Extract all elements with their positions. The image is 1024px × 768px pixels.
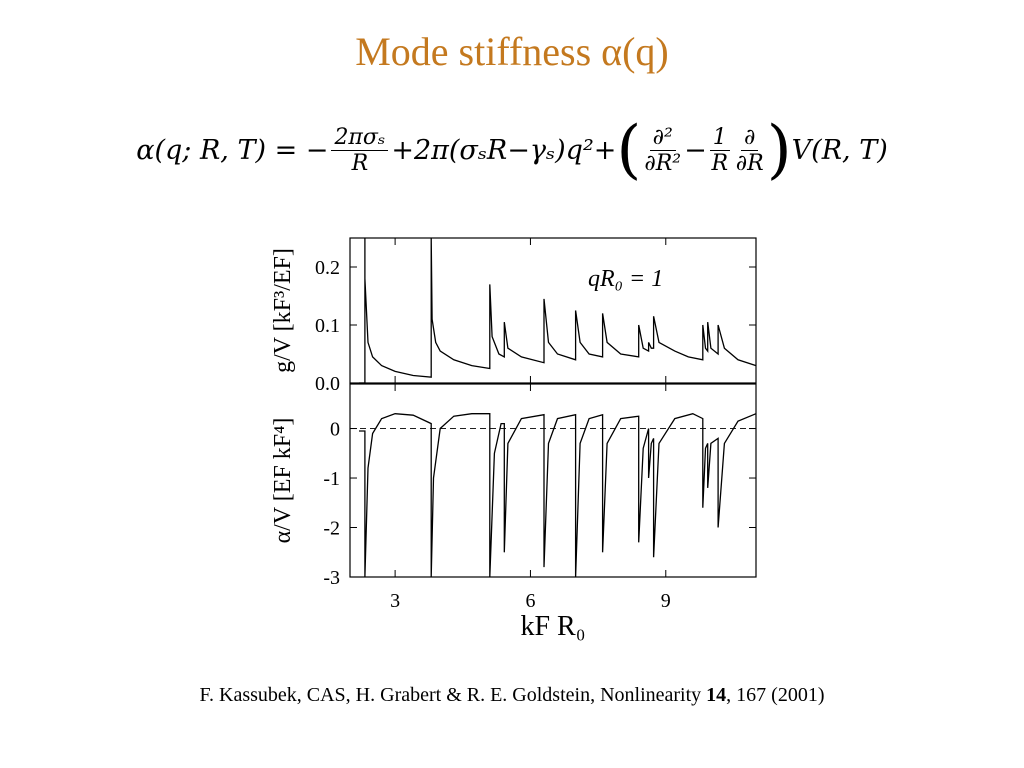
denominator: R [351,150,369,176]
y-axis-label: α/V [EF kF⁴] [270,418,296,544]
y-tick-label: 0.1 [315,315,340,337]
citation-volume: 14 [706,684,727,706]
equation: α(q; R, T) = −2πσₛ R +2π(σₛR−γₛ)q²+(∂² ∂R² −… [0,118,1024,182]
fraction: 2πσₛ R [331,125,389,176]
equation-text: ) [766,113,792,187]
x-tick-label: 6 [525,590,535,612]
numerator: ∂² [649,125,676,151]
plot-frame [349,383,757,578]
citation-text: F. Kassubek, CAS, H. Grabert & R. E. Gol… [199,684,707,706]
y-tick-label: -1 [323,468,340,490]
slide-title: Mode stiffness α(q) [355,29,669,74]
y-tick-label: 0.2 [315,257,340,279]
numerator: 2πσₛ [331,125,389,151]
equation-text: +2π(σₛR−γₛ)q²+ [391,134,617,166]
y-tick-label: -3 [323,567,340,589]
plot-frame [349,237,757,384]
y-tick-label: -2 [323,518,340,540]
x-tick-label: 9 [661,590,671,612]
y-tick-label: 0.0 [315,373,340,395]
y-tick-label: 0 [330,419,340,441]
data-line [359,237,757,384]
equation-text: α(q; R, T) = − [136,134,329,166]
numerator: ∂ [741,125,759,151]
fraction: ∂ ∂R [736,125,764,176]
data-line [359,413,757,578]
denominator: R [711,150,729,176]
fraction: ∂² ∂R² [644,125,681,176]
denominator: ∂R [735,150,764,176]
numerator: 1 [709,125,730,151]
x-axis-label: kF R₀ [520,611,585,642]
citation-rest: , 167 (2001) [726,684,825,706]
y-axis-label: g/V [kF³/EF] [270,248,296,373]
annotation: qR₀ = 1 [588,266,663,292]
citation: F. Kassubek, CAS, H. Grabert & R. E. Gol… [0,684,1024,707]
denominator: ∂R² [644,150,682,176]
equation-text: − [684,134,707,166]
equation-text: ( [616,113,642,187]
x-tick-label: 3 [390,590,400,612]
equation-text: V(R, T) [791,134,888,166]
